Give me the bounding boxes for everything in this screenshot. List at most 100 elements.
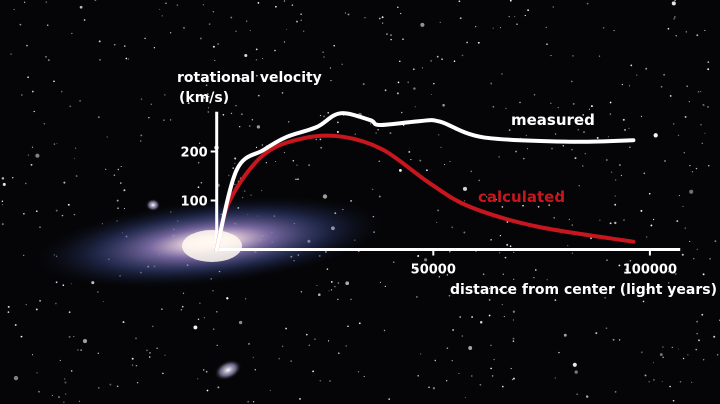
- star: [75, 175, 78, 177]
- star: [68, 335, 71, 338]
- star: [372, 188, 374, 191]
- star: [151, 325, 154, 328]
- star: [127, 58, 130, 60]
- star: [527, 9, 529, 12]
- star: [247, 400, 250, 403]
- star: [614, 195, 616, 197]
- star: [414, 268, 417, 271]
- star: [695, 167, 698, 170]
- star: [647, 267, 649, 270]
- star: [501, 303, 503, 306]
- star: [397, 6, 399, 9]
- star: [571, 252, 574, 254]
- star: [64, 393, 67, 395]
- star: [292, 160, 295, 162]
- star: [478, 179, 481, 182]
- star: [102, 300, 104, 303]
- star: [492, 105, 495, 108]
- star: [551, 147, 553, 150]
- star: [554, 133, 557, 135]
- star: [677, 348, 679, 350]
- star: [319, 138, 322, 141]
- star: [671, 1, 676, 6]
- star: [333, 44, 335, 47]
- star: [704, 132, 706, 134]
- star: [220, 78, 222, 80]
- star: [650, 224, 653, 227]
- star: [98, 40, 101, 43]
- star: [662, 356, 664, 358]
- star: [610, 171, 613, 173]
- star: [669, 94, 672, 97]
- star: [696, 333, 698, 335]
- star: [198, 162, 200, 164]
- star: [556, 192, 559, 194]
- star: [39, 226, 41, 228]
- star: [628, 85, 631, 87]
- star: [55, 209, 58, 212]
- star: [662, 346, 664, 348]
- star: [709, 258, 711, 260]
- star: [428, 386, 430, 389]
- star: [417, 375, 419, 377]
- star: [113, 43, 116, 46]
- star: [1, 204, 4, 206]
- star: [619, 164, 621, 166]
- star: [64, 381, 67, 384]
- star: [515, 150, 518, 153]
- star: [323, 115, 325, 118]
- star: [672, 399, 675, 402]
- star: [672, 123, 675, 125]
- star: [434, 359, 437, 362]
- star: [419, 159, 422, 162]
- star: [461, 54, 464, 57]
- star: [674, 0, 677, 1]
- star: [146, 349, 148, 352]
- star: [512, 337, 515, 340]
- star: [244, 53, 248, 58]
- star: [308, 164, 310, 166]
- star: [675, 35, 677, 37]
- star: [664, 160, 666, 162]
- star: [574, 157, 577, 160]
- star: [79, 100, 81, 102]
- star: [686, 85, 689, 88]
- star: [516, 23, 518, 25]
- star: [490, 367, 492, 370]
- star: [545, 26, 547, 28]
- star: [432, 387, 436, 390]
- star: [256, 125, 261, 129]
- star: [509, 245, 512, 248]
- star: [412, 68, 415, 71]
- star: [659, 353, 663, 357]
- star: [674, 16, 676, 18]
- star: [70, 370, 73, 372]
- star: [668, 271, 670, 273]
- star: [288, 121, 290, 123]
- star: [261, 190, 263, 192]
- star: [645, 67, 648, 70]
- star: [320, 146, 323, 149]
- star: [605, 327, 608, 330]
- star: [144, 37, 146, 40]
- star: [336, 130, 339, 134]
- star: [165, 2, 167, 4]
- star: [205, 371, 208, 373]
- star: [117, 207, 119, 209]
- star: [202, 4, 205, 6]
- star: [63, 401, 65, 403]
- star: [68, 311, 71, 314]
- star: [180, 309, 183, 311]
- star: [563, 333, 567, 337]
- star: [312, 370, 314, 373]
- star: [588, 108, 590, 110]
- star: [499, 235, 501, 237]
- star: [364, 17, 366, 19]
- star: [248, 125, 251, 127]
- star: [696, 34, 699, 37]
- star: [345, 281, 350, 286]
- star: [648, 381, 650, 383]
- star: [23, 1, 26, 3]
- star: [652, 362, 655, 364]
- star: [36, 372, 38, 374]
